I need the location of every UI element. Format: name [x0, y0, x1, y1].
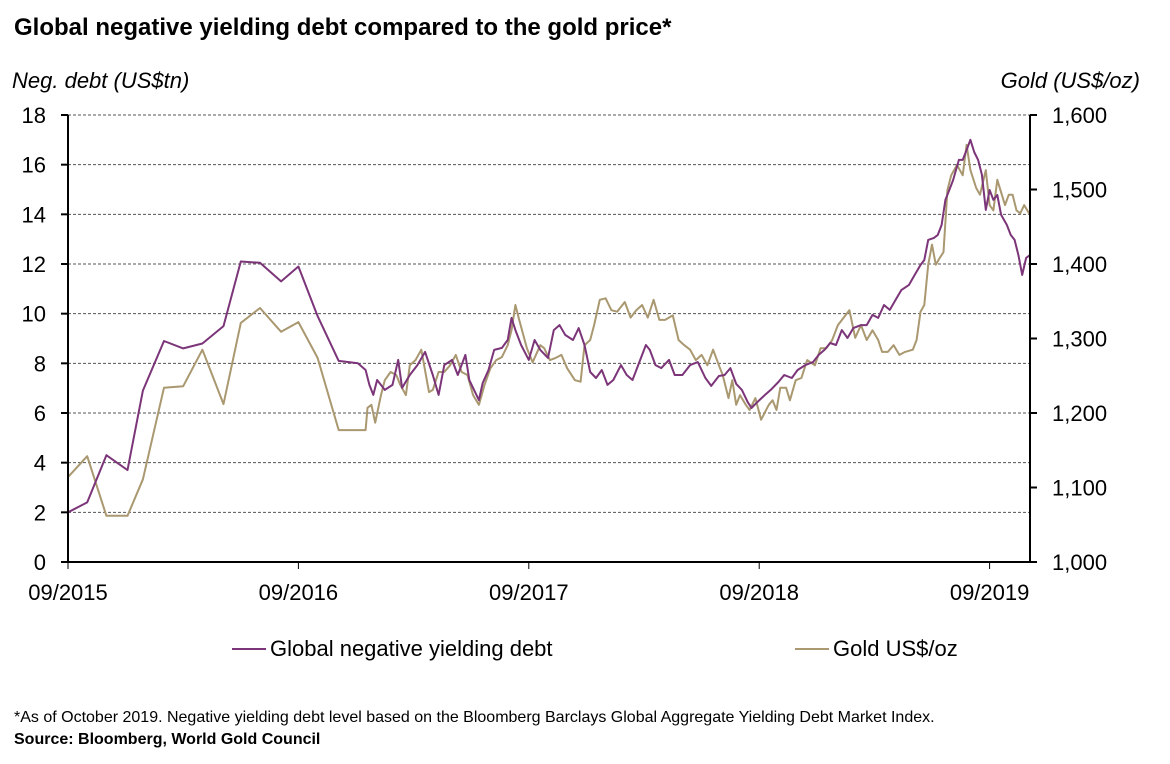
gridlines [68, 114, 1030, 513]
source-note: Source: Bloomberg, World Gold Council [14, 731, 321, 748]
x-tick-label: 09/2015 [28, 580, 108, 605]
series-line-gold [67, 143, 1031, 517]
left-tick-label: 4 [34, 451, 46, 476]
right-axis-title: Gold (US$/oz) [1000, 68, 1140, 93]
right-tick-label: 1,000 [1052, 550, 1107, 575]
legend-label-debt: Global negative yielding debt [270, 636, 553, 661]
left-axis-title: Neg. debt (US$tn) [12, 68, 190, 93]
right-tick-label: 1,300 [1052, 327, 1107, 352]
series-line-debt [67, 138, 1031, 514]
x-tick-label: 09/2019 [950, 580, 1030, 605]
left-tick-label: 2 [34, 500, 46, 525]
legend-label-gold: Gold US$/oz [833, 636, 958, 661]
chart-plot: 0 2 4 6 8 10 12 14 16 18 1,000 1,100 1,200 1,300 1,400… [22, 103, 1108, 605]
left-tick-label: 6 [34, 401, 46, 426]
chart-title: Global negative yielding debt compared t… [14, 14, 672, 41]
x-tick-label: 09/2018 [719, 580, 799, 605]
x-tick-label: 09/2017 [489, 580, 569, 605]
legend-item-gold: Gold US$/oz [795, 636, 958, 662]
right-tick-label: 1,600 [1052, 103, 1107, 128]
x-tick-label: 09/2016 [259, 580, 339, 605]
footnote: *As of October 2019. Negative yielding d… [14, 709, 935, 726]
legend-swatch-debt [232, 648, 266, 650]
left-tick-label: 14 [22, 202, 46, 227]
left-tick-label: 12 [22, 252, 46, 277]
axes [61, 114, 1037, 569]
series-lines [67, 138, 1031, 517]
left-tick-label: 16 [22, 153, 46, 178]
right-tick-label: 1,500 [1052, 178, 1107, 203]
left-tick-label: 10 [22, 302, 46, 327]
right-tick-label: 1,100 [1052, 476, 1107, 501]
right-tick-label: 1,400 [1052, 252, 1107, 277]
legend-swatch-gold [795, 648, 829, 650]
right-tick-label: 1,200 [1052, 401, 1107, 426]
left-tick-label: 0 [34, 550, 46, 575]
left-tick-label: 18 [22, 103, 46, 128]
left-tick-label: 8 [34, 351, 46, 376]
tick-labels: 0 2 4 6 8 10 12 14 16 18 1,000 1,100 1,200 1,300 1,400… [22, 103, 1108, 605]
legend-item-debt: Global negative yielding debt [232, 636, 553, 662]
